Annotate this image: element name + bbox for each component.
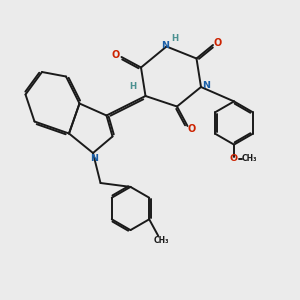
Text: N: N bbox=[161, 40, 169, 50]
Text: N: N bbox=[91, 154, 98, 163]
Text: O: O bbox=[112, 50, 120, 61]
Text: N: N bbox=[202, 81, 210, 90]
Text: CH₃: CH₃ bbox=[154, 236, 169, 245]
Text: CH₃: CH₃ bbox=[242, 154, 257, 163]
Text: O: O bbox=[229, 154, 238, 163]
Text: O: O bbox=[214, 38, 222, 49]
Text: H: H bbox=[129, 82, 137, 91]
Text: H: H bbox=[171, 34, 178, 43]
Text: O: O bbox=[188, 124, 196, 134]
